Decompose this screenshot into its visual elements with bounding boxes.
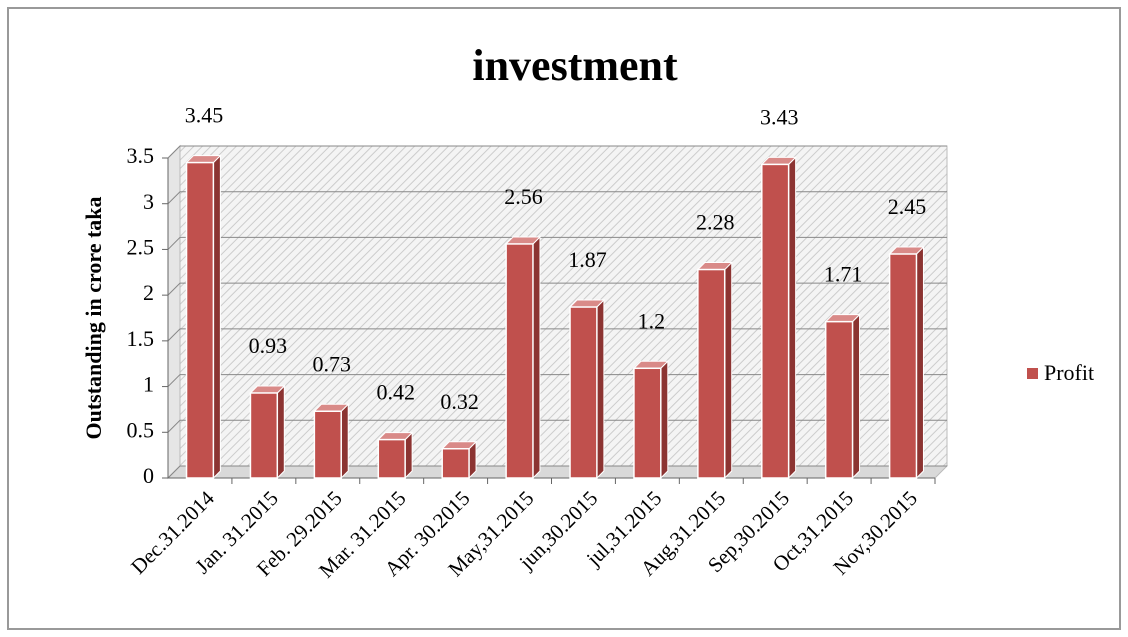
bar-front [824,320,854,479]
legend-swatch [1027,368,1038,379]
data-label: 2.56 [504,184,543,209]
y-tick-label: 2.5 [127,234,155,259]
data-label: 1.87 [568,247,607,272]
bar-side [404,431,413,480]
bar-front [505,243,534,479]
bar-front [633,367,662,479]
bar-side [212,154,221,480]
bar-side [532,235,541,480]
data-label: 2.28 [696,210,735,235]
bar [313,403,350,480]
y-tick-label: 0 [143,463,154,488]
legend-label: Profit [1044,360,1094,385]
bar-side [276,384,285,480]
data-label: 0.42 [376,380,415,405]
bar-front [313,410,342,479]
bar-front [761,163,790,479]
grid-line [167,145,947,159]
bar-front [377,438,406,479]
bar [568,298,606,480]
bar-side [915,245,924,480]
grid-line [167,236,947,250]
data-label: 0.93 [249,333,288,358]
y-tick-label: 1.5 [127,326,155,351]
bar-front [249,392,279,479]
data-label: 1.71 [824,262,863,287]
data-label: 1.2 [638,308,666,333]
back-wall [179,145,948,467]
y-tick-label: 0.5 [127,417,155,442]
bar [632,360,670,480]
grid-line [167,419,947,433]
bar-side [724,261,733,480]
bar-front [441,447,470,479]
y-tick-label: 3 [143,189,154,214]
y-tick-label: 2 [143,280,154,305]
bar [185,154,222,480]
data-label: 2.45 [888,194,927,219]
bar [824,313,861,480]
bar-front [185,161,215,479]
bar [696,261,733,480]
data-label: 3.43 [760,104,799,129]
data-label: 0.73 [313,351,352,376]
data-label: 0.32 [440,389,479,414]
bar [377,431,414,480]
bar-side [596,298,605,480]
bar-front [697,268,726,479]
y-axis-label: Outstanding in crore taka [81,196,106,439]
grid-line [167,282,947,296]
y-tick-label: 3.5 [127,143,155,168]
grid-line [167,465,947,479]
bar [440,440,478,480]
y-tick-label: 1 [143,372,154,397]
bar-side [788,156,797,480]
bar-front [569,306,598,479]
bar-side [660,360,669,480]
bar [249,384,286,480]
grid-line [167,374,947,387]
side-wall [167,144,181,480]
bar [504,235,542,480]
bar [760,156,797,480]
chart-title: investment [472,41,678,90]
grid-line [167,328,947,342]
bar-front [888,253,918,479]
grid-line [167,191,947,205]
data-label: 3.45 [185,103,224,128]
bar-side [340,403,349,480]
bar [888,245,925,480]
bar-side [852,313,861,480]
